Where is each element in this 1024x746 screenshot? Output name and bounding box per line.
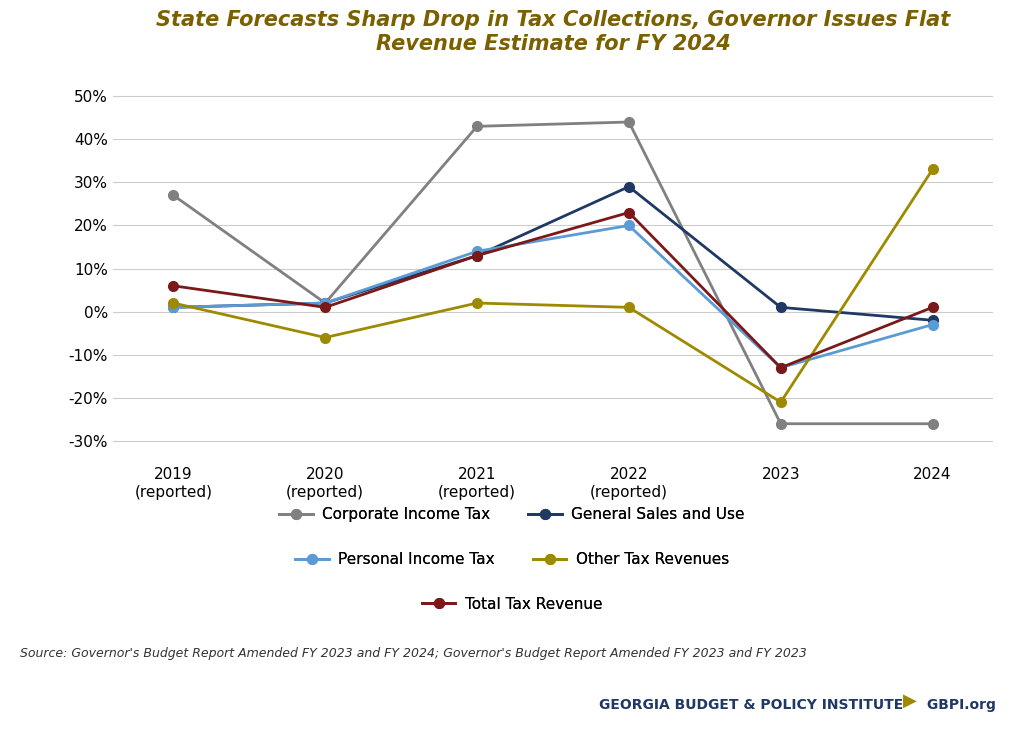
Text: ▶: ▶: [903, 692, 918, 710]
Legend: Total Tax Revenue: Total Tax Revenue: [422, 597, 602, 612]
Text: Source: Governor's Budget Report Amended FY 2023 and FY 2024; Governor's Budget : Source: Governor's Budget Report Amended…: [20, 648, 807, 660]
Title: State Forecasts Sharp Drop in Tax Collections, Governor Issues Flat
Revenue Esti: State Forecasts Sharp Drop in Tax Collec…: [156, 10, 950, 54]
Legend: Corporate Income Tax, General Sales and Use: Corporate Income Tax, General Sales and …: [280, 507, 744, 522]
Legend: Personal Income Tax, Other Tax Revenues: Personal Income Tax, Other Tax Revenues: [295, 552, 729, 567]
Text: GEORGIA BUDGET & POLICY INSTITUTE: GEORGIA BUDGET & POLICY INSTITUTE: [599, 698, 903, 712]
Text: GBPI.org: GBPI.org: [922, 698, 995, 712]
